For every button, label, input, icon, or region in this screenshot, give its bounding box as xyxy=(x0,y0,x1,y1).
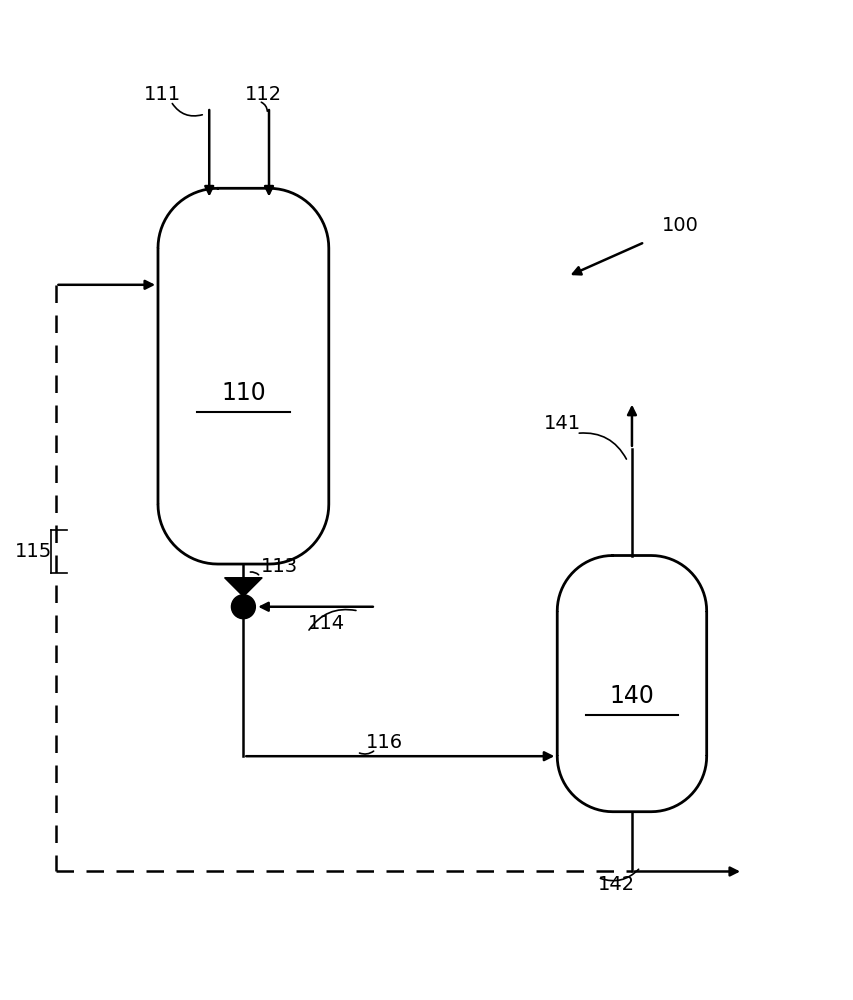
Text: 114: 114 xyxy=(307,614,344,633)
Polygon shape xyxy=(224,578,262,597)
Circle shape xyxy=(231,595,255,619)
Text: 141: 141 xyxy=(543,414,580,433)
Text: 116: 116 xyxy=(365,733,402,752)
Text: 110: 110 xyxy=(221,381,265,405)
Text: 140: 140 xyxy=(609,684,653,708)
Text: 111: 111 xyxy=(143,85,181,104)
Text: 115: 115 xyxy=(15,542,53,561)
Text: 112: 112 xyxy=(244,85,281,104)
Text: 142: 142 xyxy=(597,875,634,894)
Text: 113: 113 xyxy=(260,557,297,576)
Text: 100: 100 xyxy=(661,216,698,235)
